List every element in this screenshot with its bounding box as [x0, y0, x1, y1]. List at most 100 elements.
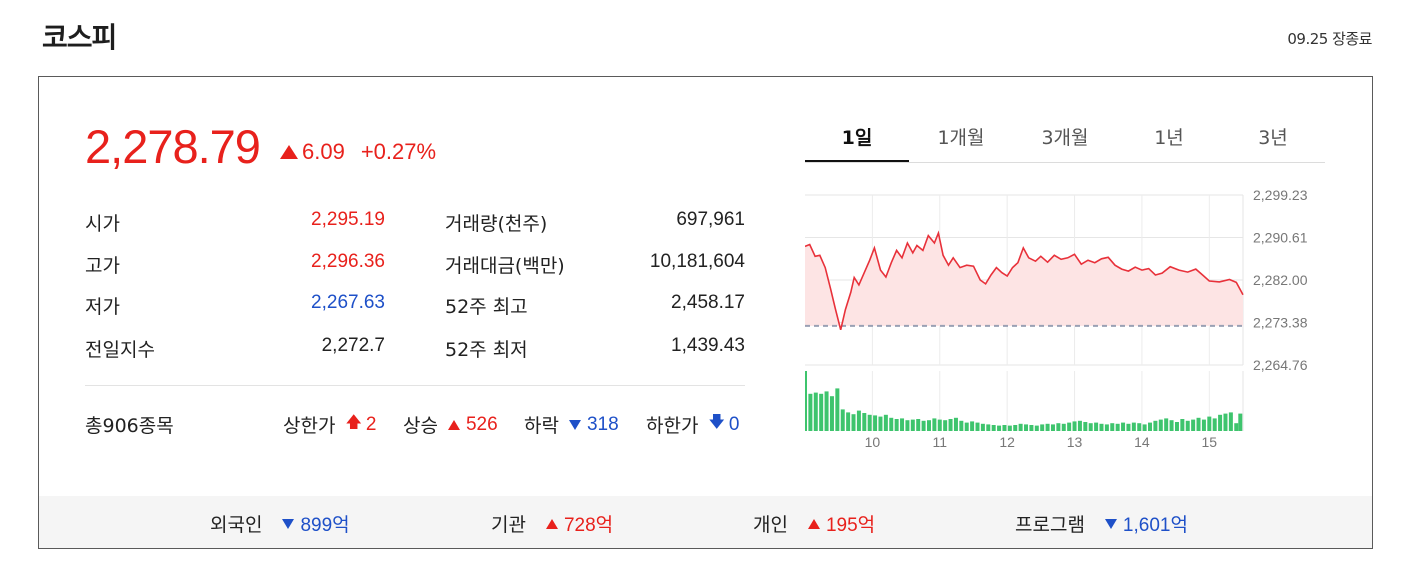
triangle-up-icon: [545, 518, 558, 529]
volume-bar: [1234, 423, 1239, 431]
volume-bar: [835, 388, 840, 431]
investor-individual: 개인 195억: [753, 510, 875, 537]
x-tick-label: 13: [1067, 434, 1083, 450]
decline-count: 318: [586, 413, 619, 435]
advance-label: 상승: [403, 415, 438, 437]
stat-label: 전일지수: [85, 339, 155, 361]
stat-label: 52주 최저: [445, 339, 528, 361]
volume-bar: [867, 414, 872, 431]
volume-bar: [1034, 425, 1039, 431]
x-tick-label: 12: [999, 434, 1015, 450]
volume-bar: [991, 425, 996, 431]
volume-bar: [1050, 424, 1055, 431]
stat-label: 저가: [85, 296, 120, 318]
volume-bar: [1056, 423, 1061, 431]
volume-bar: [883, 414, 888, 431]
triangle-up-icon: [447, 419, 460, 430]
index-title: 코스피: [42, 21, 117, 54]
volume-bar: [1158, 419, 1163, 431]
volume-bar: [1115, 423, 1120, 431]
investor-institution: 기관 728억: [491, 510, 613, 537]
volume-bar: [824, 391, 829, 431]
volume-bar: [1013, 425, 1018, 431]
volume-bar: [819, 393, 824, 431]
volume-bar: [840, 409, 845, 431]
volume-bar: [1045, 423, 1050, 431]
tab-1year[interactable]: 1년: [1154, 127, 1184, 149]
stat-volume: 거래량(천주) 697,961: [445, 209, 745, 239]
volume-bar: [1104, 424, 1109, 431]
volume-bar: [873, 415, 878, 431]
volume-bar: [900, 418, 905, 431]
volume-bar: [964, 422, 969, 431]
volume-bar: [921, 420, 926, 431]
volume-bar: [1094, 422, 1099, 431]
triangle-down-icon: [282, 518, 295, 529]
stat-label: 거래량(천주): [445, 213, 548, 235]
stat-turnover: 거래대금(백만) 10,181,604: [445, 251, 745, 281]
stat-value: 697,961: [676, 209, 745, 230]
volume-bar: [1218, 414, 1223, 431]
volume-bar: [905, 420, 910, 431]
arrow-down-icon: 🡇: [708, 412, 725, 431]
lower-limit-label: 하한가: [646, 415, 699, 437]
tab-3month[interactable]: 3개월: [1041, 127, 1089, 149]
volume-bar: [813, 392, 818, 431]
volume-bar: [856, 410, 861, 431]
volume-bar: [862, 413, 867, 431]
volume-bar: [1174, 422, 1179, 431]
volume-bar: [997, 425, 1002, 431]
triangle-up-icon: [280, 145, 298, 159]
change-percent: +0.27%: [360, 139, 437, 164]
stat-low: 저가 2,267.63: [85, 292, 385, 322]
volume-bar: [937, 419, 942, 431]
investor-label: 외국인: [210, 514, 263, 536]
x-tick-label: 11: [932, 434, 947, 450]
tab-3year[interactable]: 3년: [1258, 127, 1288, 149]
stat-52w-high: 52주 최고 2,458.17: [445, 292, 745, 322]
volume-bar: [1072, 421, 1077, 431]
tab-1day[interactable]: 1일: [805, 117, 909, 162]
investor-label: 개인: [753, 514, 788, 536]
x-tick-label: 15: [1202, 434, 1218, 450]
volume-bar: [916, 419, 921, 431]
volume-bar: [1077, 420, 1082, 431]
volume-bar: [986, 424, 991, 431]
volume-bar: [953, 417, 958, 431]
volume-bar: [1131, 422, 1136, 431]
volume-bar: [1040, 424, 1045, 431]
investor-value: 1,601억: [1122, 515, 1188, 536]
current-price: 2,278.79: [85, 120, 261, 173]
investor-label: 프로그램: [1015, 514, 1085, 536]
period-tabs: 1일 1개월 3개월 1년 3년: [805, 117, 1325, 163]
volume-bar: [1201, 419, 1206, 431]
stat-value: 2,267.63: [311, 292, 385, 313]
volume-bar: [894, 419, 899, 431]
volume-bar: [808, 393, 813, 431]
change-amount: 6.09: [302, 139, 345, 164]
price-area: [805, 233, 1243, 330]
stat-high: 고가 2,296.36: [85, 251, 385, 281]
volume-bar: [1126, 423, 1131, 431]
stat-value: 10,181,604: [649, 251, 745, 272]
price-line: [805, 230, 1244, 330]
volume-bar: [1007, 425, 1012, 431]
volume-bar: [910, 419, 915, 431]
triangle-up-icon: [807, 518, 820, 529]
x-tick-label: 10: [865, 434, 881, 450]
y-tick-label: 2,290.61: [1253, 230, 1308, 246]
investor-value: 195억: [825, 515, 876, 536]
intraday-chart: 2,299.23 2,290.61 2,282.00 2,273.38 2,264.76…: [805, 187, 1308, 450]
triangle-down-icon: [1104, 518, 1117, 529]
volume-bar: [980, 423, 985, 431]
volume-bar: [829, 396, 834, 431]
total-issues: 총906종목: [85, 415, 174, 437]
stat-label: 거래대금(백만): [445, 255, 565, 277]
stat-value: 2,458.17: [671, 292, 745, 313]
volume-bar: [1153, 420, 1158, 431]
advance-count: 526: [465, 413, 498, 435]
tab-1month[interactable]: 1개월: [937, 127, 985, 149]
volume-bar: [1196, 417, 1201, 431]
stats-divider: [85, 385, 745, 386]
investor-value: 728억: [563, 515, 614, 536]
